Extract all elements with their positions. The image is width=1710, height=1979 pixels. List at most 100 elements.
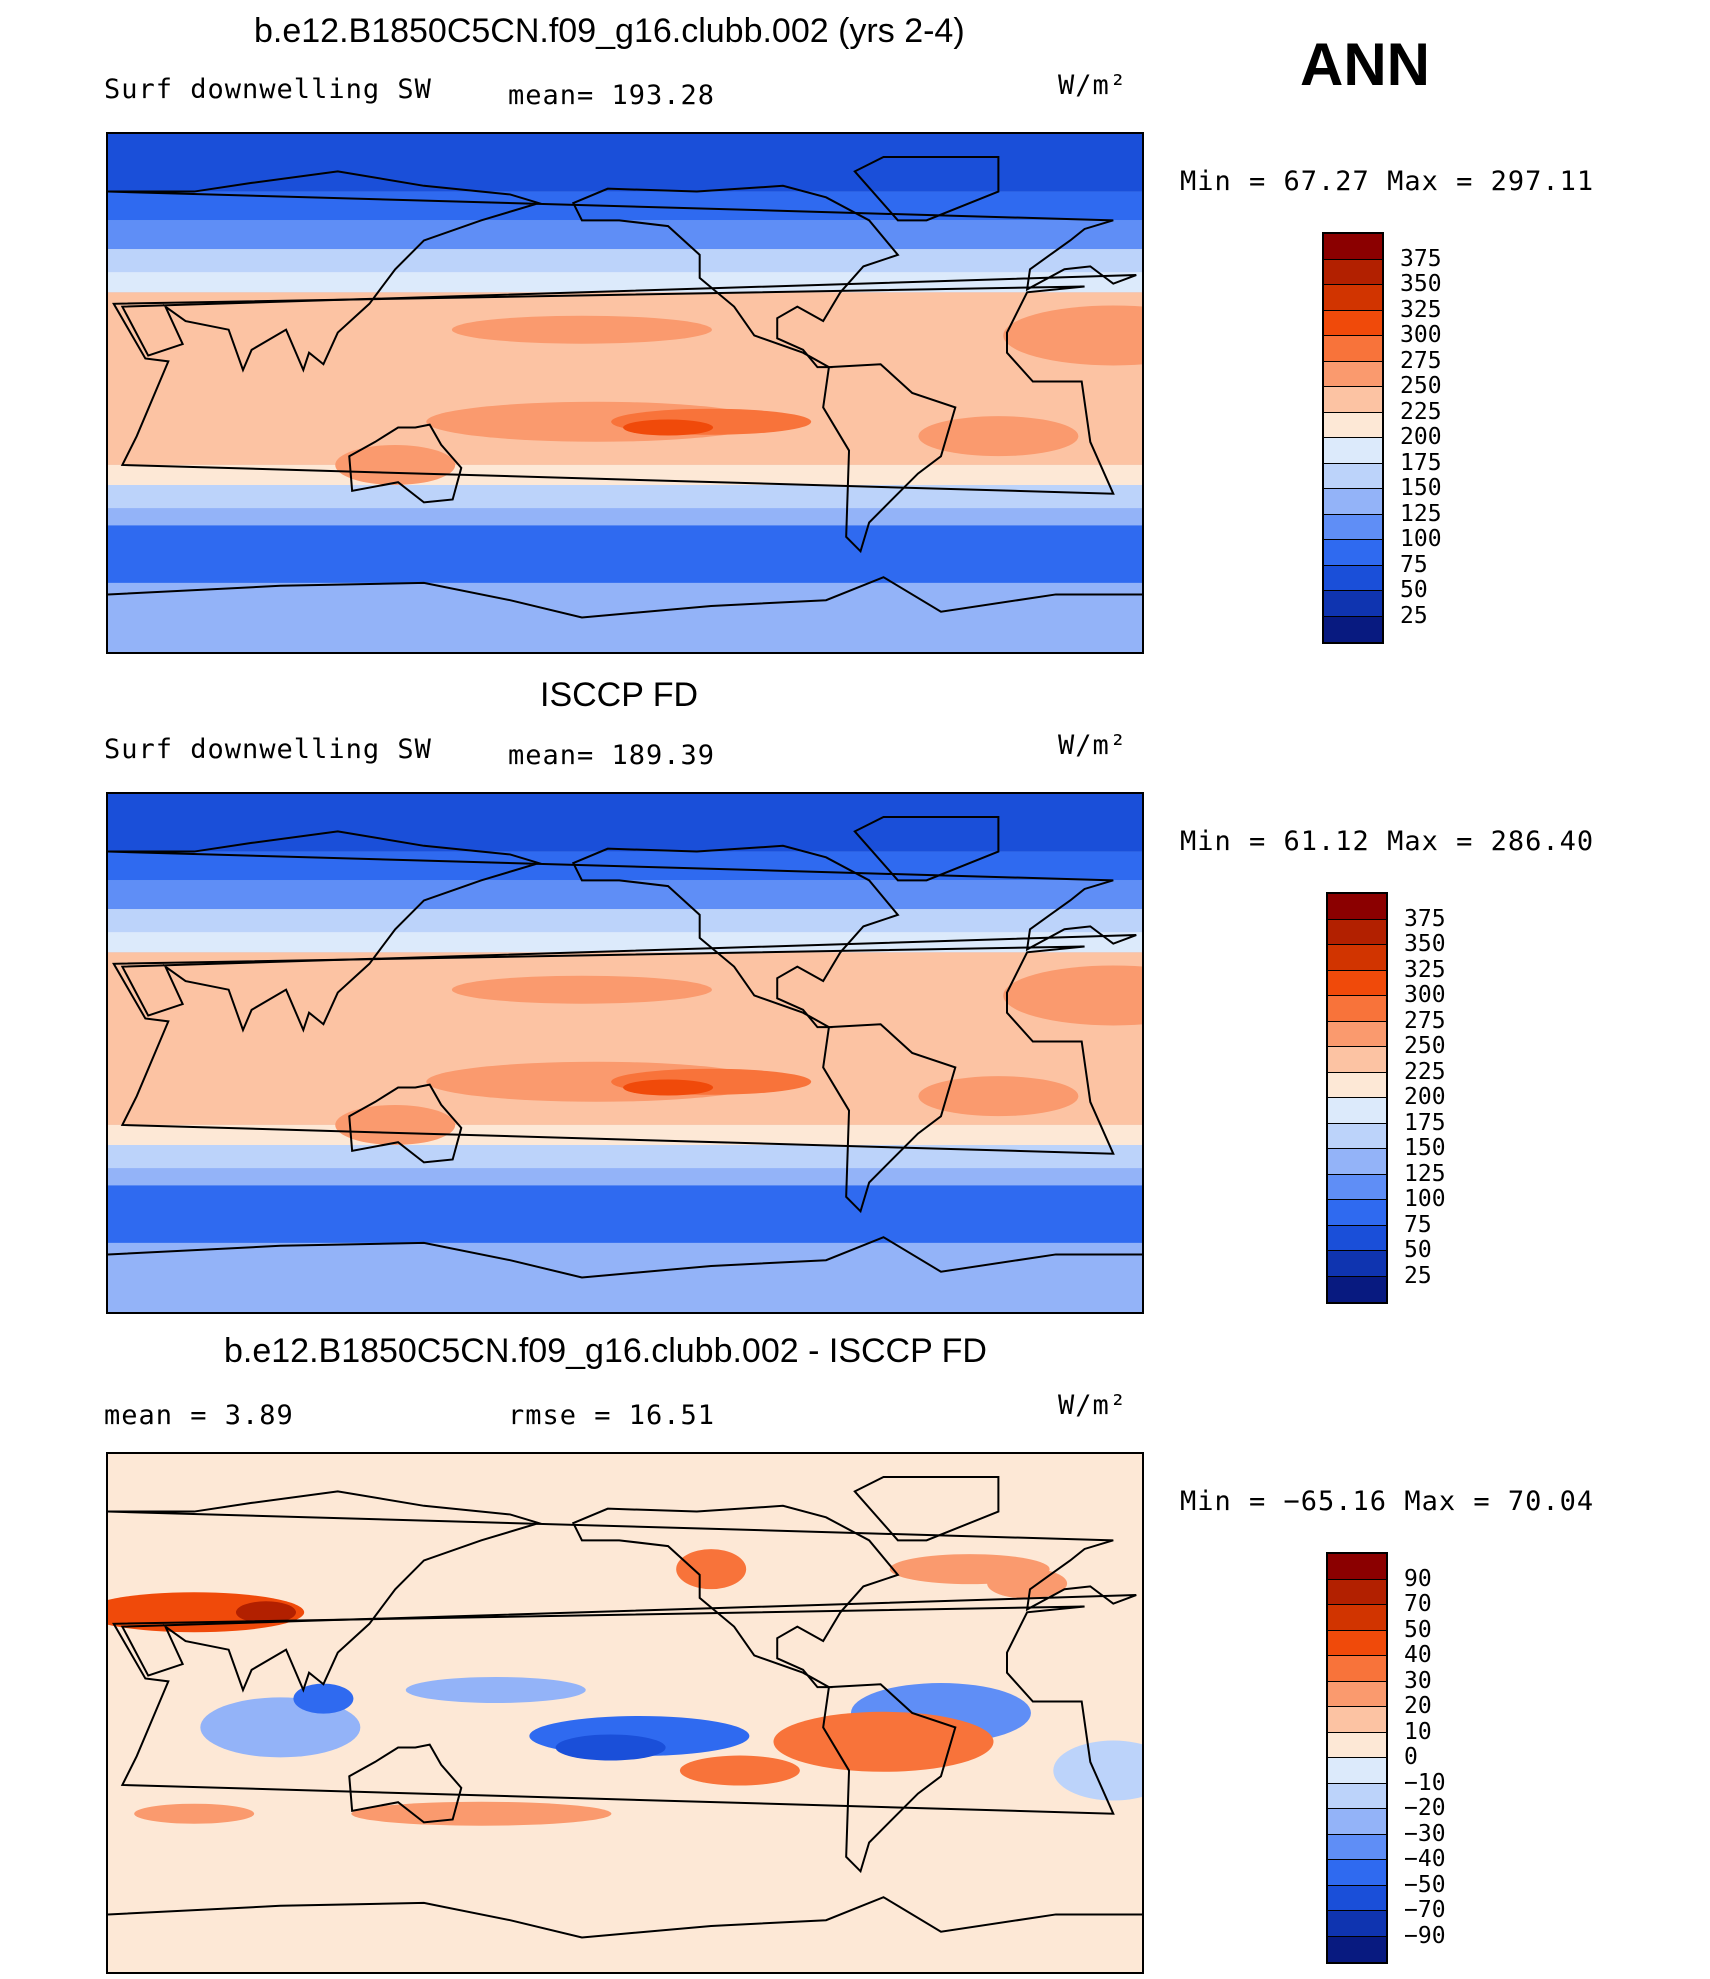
contour-patch (918, 1076, 1079, 1117)
contour-band (108, 464, 1142, 486)
contour-band (108, 880, 1142, 910)
colorbar-tick-label: 75 (1400, 551, 1428, 578)
colorbar-cell (1328, 1554, 1386, 1580)
colorbar-tick-label: 0 (1404, 1744, 1418, 1770)
contour-patch (451, 315, 712, 344)
colorbar-cell (1328, 1936, 1386, 1962)
colorbar-cell (1328, 919, 1386, 945)
coastline (108, 170, 1137, 373)
colorbar-cell (1324, 489, 1382, 515)
coastline (822, 1683, 957, 1874)
colorbar-cell (1324, 540, 1382, 566)
colorbar-cell (1328, 1225, 1386, 1251)
colorbar-cell (1328, 1681, 1386, 1707)
contour-band (108, 508, 1142, 526)
colorbar-tick-label: 30 (1404, 1667, 1432, 1694)
map-diff (106, 1452, 1144, 1974)
contour-patch (235, 1601, 296, 1624)
colorbar-tick-label: −30 (1404, 1820, 1446, 1847)
map-model (106, 132, 1144, 654)
coastline (822, 1023, 957, 1214)
coastline (348, 1743, 463, 1824)
coastline (853, 1476, 1000, 1542)
contour-patch (1003, 965, 1142, 1026)
colorbar-cell (1328, 1656, 1386, 1682)
colorbar (1322, 232, 1384, 644)
coastline (853, 816, 1000, 882)
colorbar-tick-label: 50 (1404, 1237, 1432, 1263)
colorbar-cell (1328, 1732, 1386, 1758)
contour-band (108, 249, 1142, 273)
panel-title: b.e12.B1850C5CN.f09_g16.clubb.002 - ISCC… (224, 1332, 987, 1370)
variable-label: Surf downwelling SW (104, 734, 432, 765)
colorbar-tick-label: 275 (1404, 1007, 1446, 1034)
units-label: W/m² (1058, 70, 1128, 101)
colorbar-cell (1324, 259, 1382, 285)
contour-band (108, 485, 1142, 509)
contour-patch (679, 1755, 800, 1786)
colorbar-cell (1324, 285, 1382, 311)
contour-patch (623, 419, 714, 436)
colorbar-tick-label: 25 (1404, 1262, 1432, 1289)
colorbar-tick-label: −90 (1404, 1922, 1446, 1949)
colorbar-tick-label: 50 (1404, 1616, 1432, 1643)
colorbar-cell (1328, 1276, 1386, 1302)
colorbar-tick-label: −50 (1404, 1871, 1446, 1898)
colorbar-cell (1324, 412, 1382, 438)
contour-patch (351, 1801, 612, 1826)
contour-patch (1053, 1740, 1142, 1801)
contour-patch (555, 1734, 666, 1761)
colorbar-cell (1324, 234, 1382, 260)
contour-patch (773, 1711, 994, 1772)
colorbar (1326, 1552, 1388, 1964)
season-label: ANN (1300, 31, 1430, 98)
coastline (108, 576, 1142, 619)
colorbar-cell (1328, 1579, 1386, 1605)
contour-patch (134, 1803, 255, 1824)
colorbar-tick-label: 350 (1404, 931, 1446, 957)
colorbar-cell (1324, 387, 1382, 413)
colorbar-tick-label: 375 (1404, 905, 1446, 932)
contour-band (108, 909, 1142, 933)
mean-label: mean= 189.39 (508, 740, 716, 771)
colorbar-tick-label: 100 (1400, 526, 1442, 552)
colorbar-cell (1328, 945, 1386, 971)
colorbar-cell (1328, 1630, 1386, 1656)
coastline (571, 1504, 900, 1689)
colorbar-cell (1328, 1605, 1386, 1631)
colorbar-tick-label: 200 (1400, 424, 1442, 450)
units-label: W/m² (1058, 730, 1128, 761)
contour-band (108, 932, 1142, 953)
coastline (571, 844, 900, 1029)
colorbar-cell (1328, 970, 1386, 996)
colorbar-tick-label: −20 (1404, 1795, 1446, 1821)
coastline (348, 423, 463, 504)
colorbar-cell (1328, 1783, 1386, 1809)
colorbar-tick-label: 25 (1400, 602, 1428, 629)
contour-band (108, 220, 1142, 250)
contour-patch (918, 416, 1079, 457)
colorbar-cell (1328, 1174, 1386, 1200)
colorbar-cell (1324, 514, 1382, 540)
colorbar-cell (1324, 361, 1382, 387)
colorbar-tick-label: 40 (1404, 1642, 1432, 1668)
contour-patch (405, 1676, 586, 1703)
colorbar-tick-label: 325 (1404, 956, 1446, 983)
coastline (108, 1236, 1142, 1279)
panel-title: ISCCP FD (540, 676, 699, 714)
contour-patch (335, 1104, 456, 1145)
colorbar-cell (1328, 1911, 1386, 1937)
colorbar-tick-label: −10 (1404, 1769, 1446, 1796)
colorbar-tick-label: 90 (1404, 1565, 1432, 1592)
colorbar-tick-label: 150 (1400, 475, 1442, 501)
colorbar-tick-label: 275 (1400, 347, 1442, 374)
contour-patch (451, 975, 712, 1004)
colorbar-cell (1328, 1860, 1386, 1886)
coastline (112, 1605, 1115, 1815)
coastline (108, 1490, 1137, 1693)
mean-label: mean= 193.28 (508, 80, 716, 111)
minmax-label: Min = 67.27 Max = 297.11 (1180, 166, 1595, 197)
contour-band (108, 1242, 1142, 1312)
coastline (112, 285, 1115, 495)
colorbar-tick-label: 350 (1400, 271, 1442, 297)
